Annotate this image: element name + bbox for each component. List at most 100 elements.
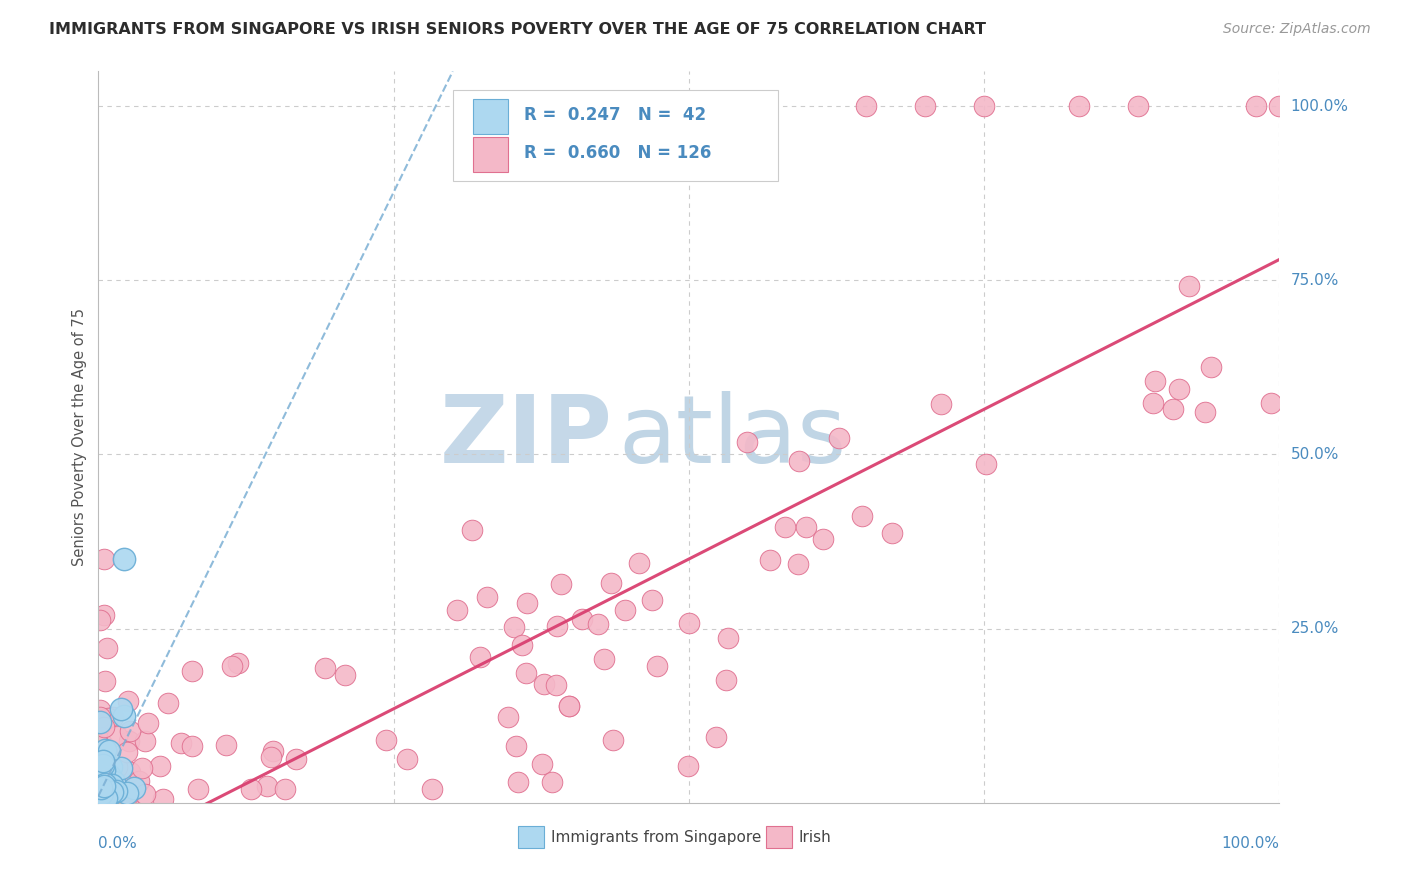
Point [89,739,111,753]
Point [516,596,538,610]
Point [789,454,811,468]
Point [496,710,519,724]
Text: 25.0%: 25.0% [1291,621,1339,636]
Point [91,765,114,780]
Point [931,397,953,411]
Point [627,556,650,570]
Point [515,665,537,680]
Point [468,650,491,665]
Point [540,775,562,789]
Point [117,791,139,805]
Point [118,734,141,748]
Point [1178,279,1201,293]
Point [101,783,124,797]
Point [117,788,139,802]
Point [614,602,637,616]
Point [600,575,623,590]
Point [148,759,170,773]
Y-axis label: Seniors Poverty Over the Age of 75: Seniors Poverty Over the Age of 75 [72,308,87,566]
Point [114,784,136,798]
Point [91,786,114,800]
Text: 50.0%: 50.0% [1291,447,1339,462]
Point [811,532,834,546]
Point [550,577,572,591]
Point [96,770,118,784]
Point [152,792,174,806]
FancyBboxPatch shape [472,137,508,172]
Point [112,709,135,723]
Point [93,777,115,791]
Point [851,509,873,524]
Text: R =  0.660   N = 126: R = 0.660 N = 126 [523,145,711,162]
Text: Irish: Irish [799,830,831,845]
Point [115,785,138,799]
Point [855,99,877,113]
Point [502,620,524,634]
Point [90,790,112,805]
Point [111,779,134,793]
Point [89,792,111,806]
Point [98,768,121,782]
Point [91,780,114,795]
Point [530,756,553,771]
Point [89,710,111,724]
Point [104,784,127,798]
Point [93,779,115,793]
Point [1126,99,1149,113]
FancyBboxPatch shape [766,826,792,848]
Text: 100.0%: 100.0% [1291,99,1348,113]
Point [91,738,114,752]
Point [93,779,115,793]
Point [593,652,616,666]
Point [100,760,122,774]
Point [737,99,759,113]
Point [89,714,111,729]
Point [274,781,297,796]
Point [420,781,443,796]
Point [101,783,124,797]
Point [101,790,124,805]
Point [110,702,132,716]
Point [91,749,114,764]
Point [94,779,117,793]
Point [94,743,117,757]
Point [716,631,738,645]
Point [973,99,995,113]
Point [100,778,122,792]
Point [91,791,114,805]
Point [586,617,609,632]
Point [100,774,122,789]
Point [645,659,668,673]
Point [94,780,117,795]
Text: Source: ZipAtlas.com: Source: ZipAtlas.com [1223,22,1371,37]
Point [226,657,249,671]
Point [101,710,124,724]
Point [335,667,357,681]
Point [794,519,817,533]
Point [1244,99,1267,113]
Text: IMMIGRANTS FROM SINGAPORE VS IRISH SENIORS POVERTY OVER THE AGE OF 75 CORRELATIO: IMMIGRANTS FROM SINGAPORE VS IRISH SENIO… [49,22,986,37]
Point [115,745,138,759]
Point [96,790,118,805]
Point [89,758,111,772]
Point [1260,396,1282,410]
Point [90,780,112,795]
Point [89,782,111,797]
Point [93,746,115,760]
Point [101,790,124,805]
Point [97,711,120,725]
Point [93,607,115,622]
Point [91,754,114,768]
Point [90,785,112,799]
Point [641,592,664,607]
Point [505,739,527,754]
Point [170,736,193,750]
Point [91,788,114,802]
Point [103,770,125,784]
Point [187,781,209,796]
Point [90,780,112,795]
Point [461,523,484,537]
Point [446,602,468,616]
FancyBboxPatch shape [517,826,544,848]
Point [786,557,808,571]
